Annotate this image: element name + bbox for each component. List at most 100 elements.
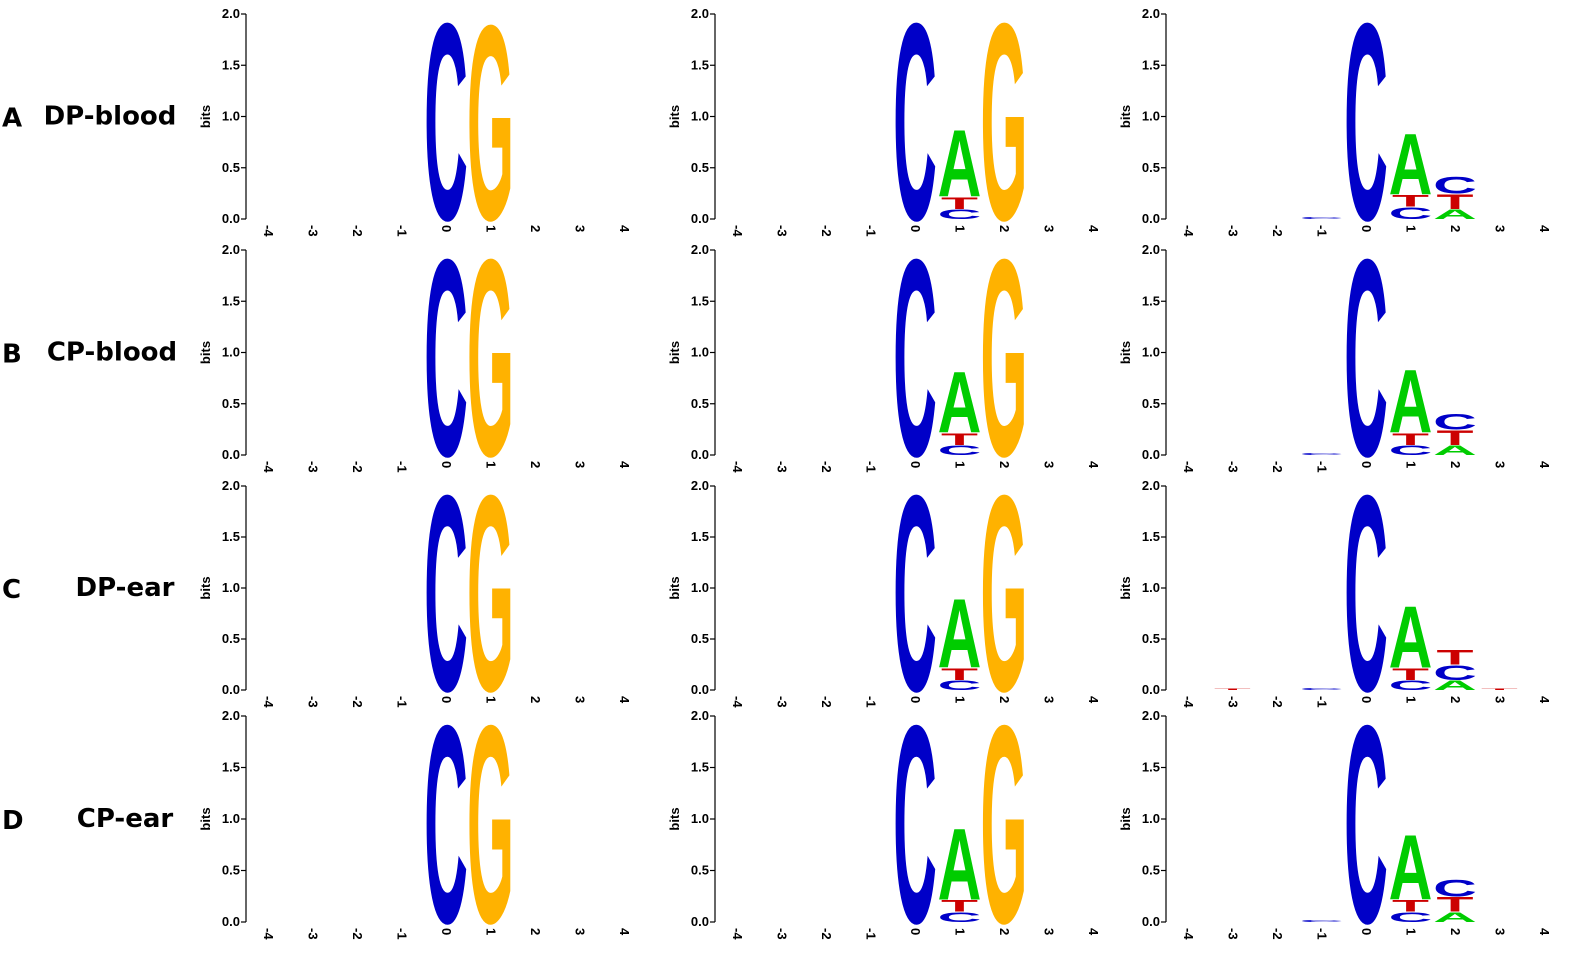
x-tick-label: 3 — [1493, 928, 1508, 935]
y-tick-label: 1.0 — [691, 345, 709, 360]
y-tick-label: 0.5 — [691, 396, 709, 411]
logo-letter: G — [980, 437, 1027, 749]
logo-letter: C — [1389, 678, 1433, 694]
y-tick-label: 1.5 — [222, 760, 240, 775]
x-tick-label: 3 — [573, 461, 588, 468]
logo-letter: T — [1392, 430, 1429, 449]
y-tick-label: 1.0 — [222, 345, 240, 360]
logo-letter: C — [1433, 874, 1477, 901]
y-tick-label: 0.5 — [222, 863, 240, 878]
logo-letter: C — [938, 443, 982, 459]
x-tick-label: -3 — [775, 461, 790, 473]
logo-letter: T — [1392, 897, 1429, 916]
x-tick-label: -4 — [261, 225, 276, 237]
x-tick-label: -2 — [819, 461, 834, 473]
x-tick-label: 4 — [1537, 461, 1552, 469]
y-tick-label: 1.0 — [691, 109, 709, 124]
x-tick-label: -1 — [864, 696, 879, 708]
x-tick-label: -2 — [350, 928, 365, 940]
logo-letter: T — [1437, 426, 1474, 450]
y-tick-label: 0.5 — [1142, 863, 1160, 878]
logo-letter: C — [424, 437, 468, 749]
logo-letter: T — [1436, 893, 1473, 917]
y-axis-label: bits — [667, 807, 682, 830]
logo-letter: A — [1433, 443, 1477, 459]
y-tick-label: 1.0 — [222, 109, 240, 124]
x-tick-label: -3 — [775, 928, 790, 940]
x-tick-label: 2 — [997, 928, 1012, 935]
logo-letter: A — [938, 580, 982, 689]
y-tick-label: 2.0 — [222, 6, 240, 21]
y-tick-label: 0.0 — [691, 914, 709, 929]
x-tick-label: 4 — [1086, 928, 1101, 936]
logo-letter: C — [1344, 668, 1388, 957]
x-tick-label: 0 — [439, 928, 454, 935]
x-tick-label: -1 — [395, 225, 410, 237]
y-tick-label: 0.0 — [222, 682, 240, 697]
x-tick-label: -4 — [261, 461, 276, 473]
x-tick-label: 2 — [1448, 225, 1463, 232]
y-tick-label: 1.0 — [1142, 811, 1160, 826]
y-tick-label: 0.5 — [222, 631, 240, 646]
logo-letter: A — [1389, 353, 1433, 453]
y-axis-label: bits — [1118, 576, 1133, 599]
y-tick-label: 1.0 — [222, 811, 240, 826]
x-tick-label: 2 — [997, 461, 1012, 468]
x-tick-label: 3 — [1493, 696, 1508, 703]
x-tick-label: 0 — [1359, 696, 1374, 703]
y-tick-label: 0.5 — [1142, 396, 1160, 411]
logo-letter: G — [467, 0, 514, 278]
y-axis-label: bits — [198, 341, 213, 364]
y-axis-label: bits — [667, 576, 682, 599]
x-tick-label: -2 — [350, 461, 365, 473]
logo-letter: G — [467, 668, 514, 957]
logo-letter: C — [1433, 172, 1477, 199]
y-tick-label: 0.5 — [222, 160, 240, 175]
x-tick-label: 0 — [1359, 461, 1374, 468]
x-tick-label: 3 — [1042, 225, 1057, 232]
x-tick-label: -4 — [1181, 928, 1196, 940]
logo-letter: C — [893, 202, 937, 516]
x-tick-label: 1 — [1404, 696, 1419, 703]
logo-letter: C — [1344, 202, 1388, 516]
y-tick-label: 2.0 — [1142, 242, 1160, 257]
x-tick-label: 2 — [528, 225, 543, 232]
logo-letter: T — [1392, 192, 1429, 211]
x-tick-label: 4 — [1086, 461, 1101, 469]
y-tick-label: 1.5 — [691, 57, 709, 72]
y-tick-label: 1.0 — [1142, 345, 1160, 360]
logo-letter: T — [1437, 646, 1474, 670]
logo-letter: A — [938, 110, 982, 216]
logo-letter: C — [424, 202, 468, 516]
y-tick-label: 1.0 — [1142, 580, 1160, 595]
x-tick-label: 4 — [617, 928, 632, 936]
x-tick-label: 3 — [1042, 928, 1057, 935]
logo-letter: G — [980, 0, 1027, 280]
x-tick-label: 3 — [1493, 225, 1508, 232]
x-tick-label: -3 — [1226, 225, 1241, 237]
logo-letter: C — [1433, 409, 1477, 434]
row-label: CP-blood — [47, 338, 177, 368]
y-tick-label: 0.5 — [1142, 631, 1160, 646]
logo-letter: T — [941, 430, 978, 449]
logo-letter: C — [1433, 661, 1477, 685]
logo-letter: C — [1300, 919, 1344, 922]
x-tick-label: 0 — [908, 225, 923, 232]
x-tick-label: -4 — [730, 696, 745, 708]
x-tick-label: 1 — [484, 225, 499, 232]
y-tick-label: 1.0 — [691, 811, 709, 826]
x-tick-label: 4 — [1086, 225, 1101, 233]
x-tick-label: -1 — [1315, 696, 1330, 708]
x-tick-label: 1 — [953, 696, 968, 703]
y-tick-label: 0.0 — [222, 211, 240, 226]
logo-letter: A — [1433, 909, 1477, 925]
x-tick-label: -4 — [1181, 225, 1196, 237]
y-tick-label: 0.0 — [222, 914, 240, 929]
y-tick-label: 0.5 — [222, 396, 240, 411]
x-tick-label: 2 — [528, 696, 543, 703]
x-tick-label: -2 — [350, 696, 365, 708]
x-tick-label: -3 — [306, 461, 321, 473]
y-tick-label: 0.0 — [691, 682, 709, 697]
logo-letter: C — [1389, 909, 1433, 925]
x-tick-label: 1 — [484, 461, 499, 468]
